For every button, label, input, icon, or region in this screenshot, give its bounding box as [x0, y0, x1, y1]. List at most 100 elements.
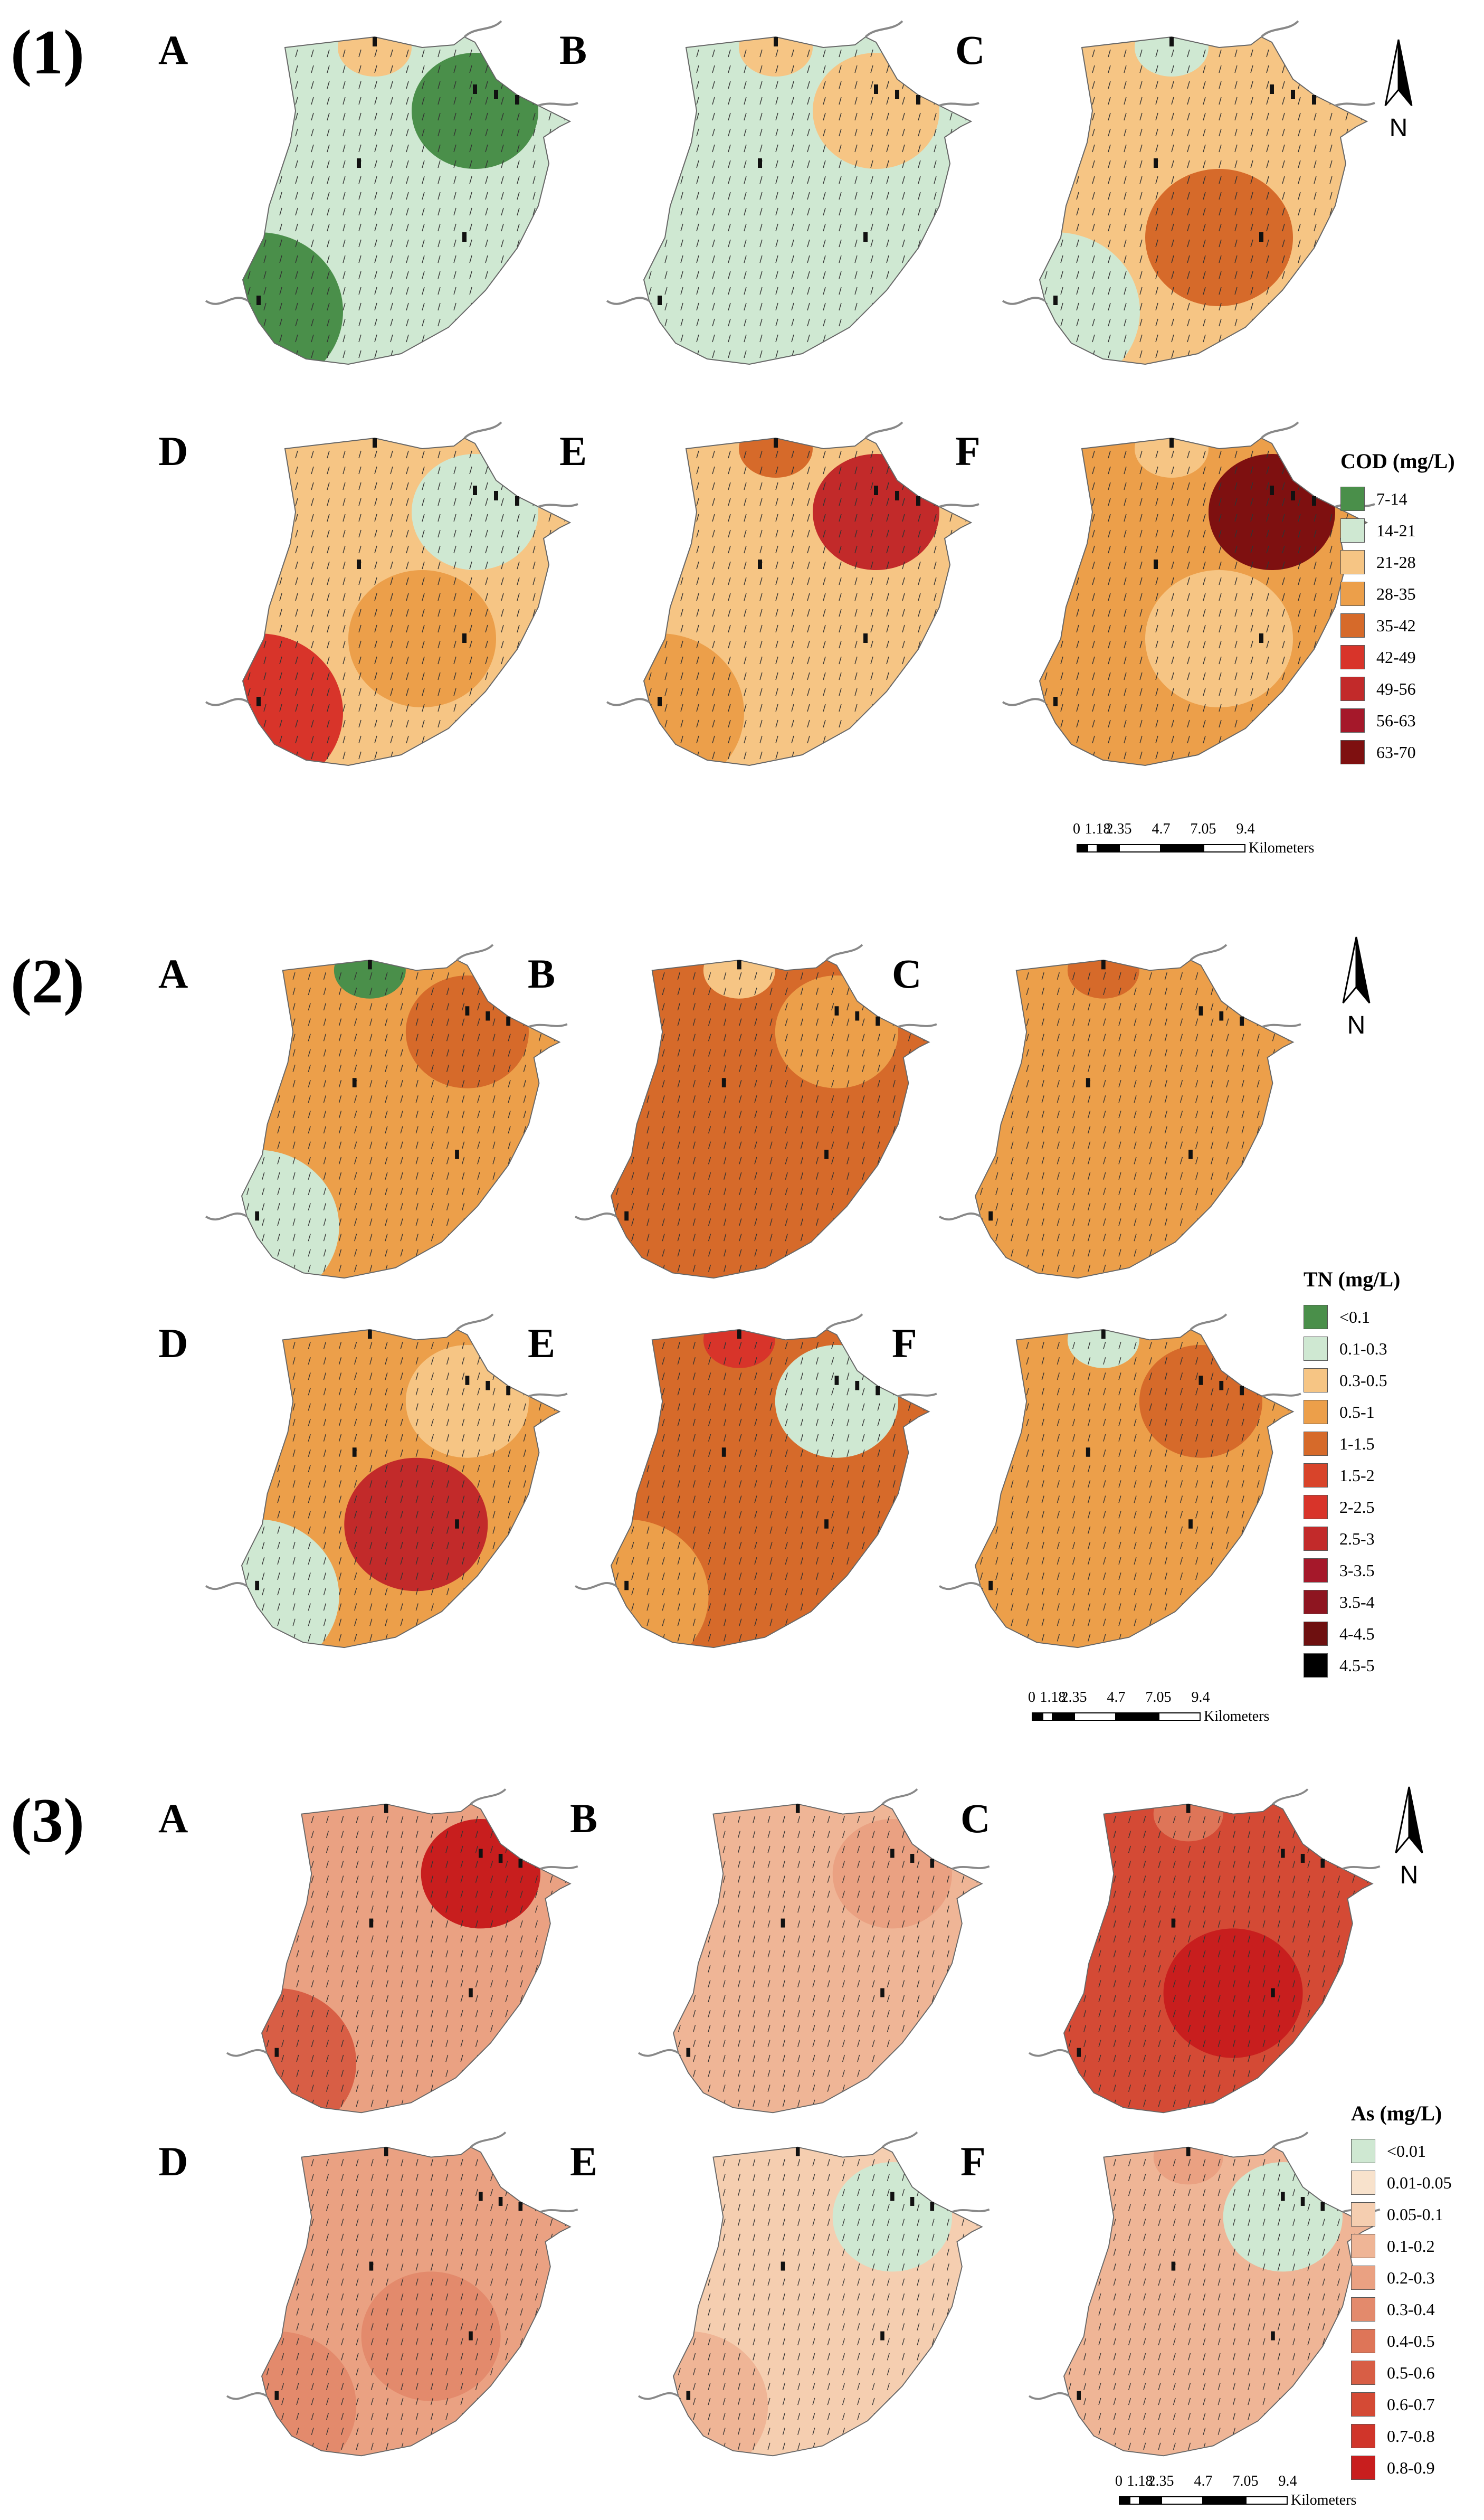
flow-vector	[532, 450, 536, 459]
flow-vector	[739, 1018, 742, 1026]
flow-vector	[422, 271, 425, 279]
flow-vector	[1203, 65, 1206, 73]
flow-vector	[1092, 514, 1095, 522]
flow-vector	[1108, 466, 1111, 475]
flow-vector	[446, 1434, 450, 1442]
flow-vector	[262, 1618, 265, 1626]
flow-vector	[815, 1403, 819, 1411]
concentration-zone	[242, 1519, 339, 1648]
flow-vector	[548, 207, 551, 216]
flow-vector	[908, 1187, 911, 1195]
flow-vector	[631, 1357, 634, 1365]
flow-vector	[862, 1049, 865, 1057]
flow-vector	[807, 144, 810, 153]
flow-vector	[385, 988, 388, 996]
flow-vector	[1108, 144, 1111, 153]
flow-vector	[664, 719, 668, 728]
flow-vector	[1219, 672, 1222, 680]
flow-vector	[815, 1141, 819, 1149]
flow-vector	[1149, 1264, 1152, 1272]
flow-vector	[323, 1079, 326, 1087]
flow-vector	[1088, 1187, 1091, 1195]
flow-vector	[724, 1403, 727, 1411]
flow-vector	[1139, 624, 1143, 633]
flow-vector	[564, 207, 567, 216]
flow-vector	[646, 1003, 650, 1011]
flow-vector	[311, 302, 314, 311]
flow-vector	[886, 466, 889, 475]
flow-vector	[477, 1157, 480, 1164]
flow-vector	[1044, 577, 1048, 585]
flow-vector	[744, 318, 747, 327]
flow-vector	[1092, 318, 1095, 327]
flow-vector	[1026, 1418, 1029, 1426]
flow-vector	[1044, 482, 1048, 490]
flow-vector	[877, 1218, 880, 1226]
flow-vector	[839, 255, 842, 263]
flow-vector	[279, 302, 282, 311]
flow-vector	[877, 1034, 880, 1041]
flow-vector	[422, 112, 425, 121]
flow-vector	[862, 988, 865, 996]
flow-vector	[358, 514, 362, 522]
flow-vector	[263, 97, 267, 105]
flow-vector	[374, 529, 377, 538]
flow-vector	[807, 81, 810, 89]
flow-vector	[406, 350, 409, 358]
flow-vector	[775, 482, 778, 490]
flow-vector	[680, 239, 683, 248]
flow-vector	[839, 192, 842, 200]
flow-vector	[517, 735, 520, 744]
flow-vector	[477, 1495, 480, 1503]
flow-vector	[839, 81, 842, 89]
flow-vector	[374, 97, 377, 105]
flow-vector	[517, 128, 520, 137]
flow-vector	[918, 287, 921, 295]
flow-vector	[477, 1264, 480, 1272]
flow-vector	[1026, 1465, 1029, 1473]
flow-vector	[385, 1480, 388, 1488]
flow-vector	[646, 1018, 650, 1026]
flow-vector	[1041, 1003, 1044, 1011]
flow-vector	[263, 514, 267, 522]
flow-vector	[1118, 988, 1121, 996]
flow-vector	[965, 719, 968, 728]
flow-vector	[754, 1572, 757, 1580]
flow-vector	[431, 1465, 434, 1473]
flow-vector	[406, 482, 409, 490]
flow-vector	[902, 719, 905, 728]
flow-vector	[1241, 1418, 1244, 1426]
flow-vector	[292, 1449, 296, 1457]
flow-vector	[759, 176, 763, 184]
flow-vector	[311, 207, 314, 216]
flow-vector	[823, 514, 826, 522]
flow-vector	[1164, 1357, 1167, 1365]
flow-vector	[923, 1095, 927, 1103]
flow-vector	[823, 624, 826, 633]
flow-vector	[292, 1157, 296, 1164]
flow-vector	[631, 1095, 634, 1103]
flow-vector	[923, 1064, 927, 1072]
flow-vector	[248, 751, 251, 760]
flow-vector	[400, 1157, 403, 1164]
flow-vector	[1211, 972, 1214, 980]
flow-vector	[1103, 1079, 1106, 1087]
flow-vector	[1287, 1111, 1291, 1119]
flow-vector	[862, 1018, 865, 1026]
flow-vector	[664, 302, 668, 311]
flow-vector	[1108, 255, 1111, 263]
flow-vector	[358, 255, 362, 263]
flow-vector	[785, 1249, 788, 1257]
flow-vector	[390, 735, 393, 744]
flow-vector	[406, 466, 409, 475]
flow-vector	[406, 561, 409, 570]
flow-vector	[708, 1172, 711, 1180]
flow-vector	[1124, 176, 1127, 184]
concentration-zone	[813, 454, 939, 570]
flow-vector	[1124, 192, 1127, 200]
flow-vector	[422, 350, 425, 358]
flow-vector	[1088, 1465, 1091, 1473]
flow-vector	[390, 529, 393, 538]
flow-vector	[1179, 1034, 1183, 1041]
panel-label: E	[559, 428, 587, 474]
